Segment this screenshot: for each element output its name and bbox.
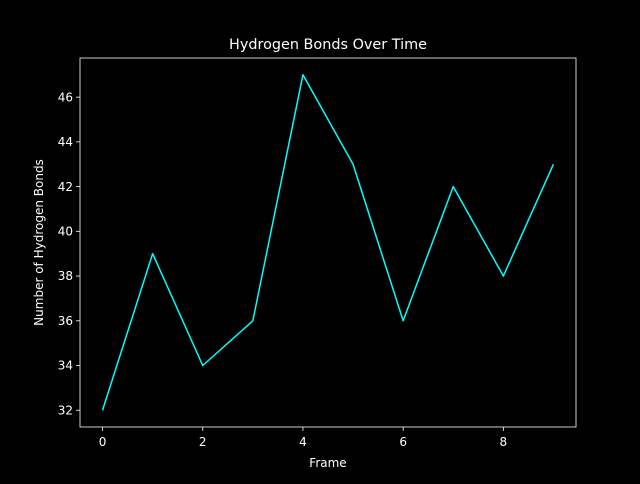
y-tick-label: 42 — [58, 180, 73, 194]
chart-title: Hydrogen Bonds Over Time — [229, 37, 427, 53]
plot-frame — [80, 58, 576, 427]
y-tick-label: 36 — [58, 314, 73, 328]
x-tick-label: 8 — [500, 435, 508, 449]
y-tick-label: 44 — [58, 135, 73, 149]
x-tick-label: 6 — [399, 435, 407, 449]
x-axis-label: Frame — [309, 456, 346, 470]
y-axis-label: Number of Hydrogen Bonds — [32, 159, 46, 326]
x-tick-label: 4 — [299, 435, 307, 449]
x-axis: 0 2 4 6 8 — [99, 427, 507, 449]
y-tick-label: 46 — [58, 90, 73, 104]
y-tick-label: 40 — [58, 225, 73, 239]
y-tick-label: 38 — [58, 269, 73, 283]
y-axis: 32 34 36 38 40 42 44 46 — [58, 90, 80, 417]
y-tick-label: 34 — [58, 359, 73, 373]
y-tick-label: 32 — [58, 403, 73, 417]
series-line — [103, 75, 554, 410]
series-layer — [103, 75, 554, 410]
x-tick-label: 2 — [199, 435, 207, 449]
x-tick-label: 0 — [99, 435, 107, 449]
